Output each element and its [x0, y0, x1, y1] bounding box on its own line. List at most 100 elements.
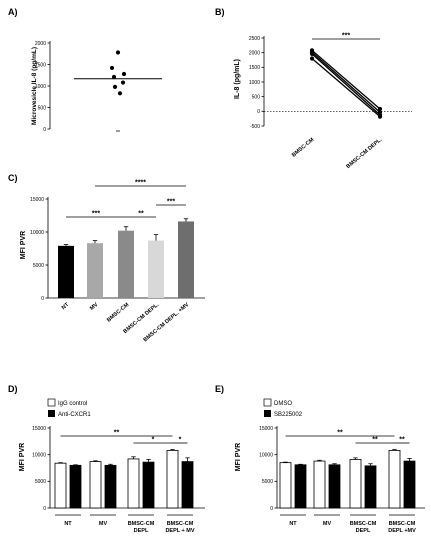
panel-d-y-tick-label: 5000 [35, 479, 46, 485]
panel-d-sig-label: ** [114, 430, 120, 437]
panel-e-group-label: NT [289, 521, 297, 527]
panel-b-series-line [311, 51, 381, 113]
panel-e-group-label: DEPL +MV [388, 528, 416, 534]
panel-d-bar [127, 458, 140, 509]
panel-e-bar [313, 460, 326, 509]
panel-c-bar [178, 221, 194, 298]
panel-b-sig-label: *** [342, 33, 350, 40]
panel-c-bar [148, 240, 164, 298]
panel-c-y-tick-label: 15000 [30, 197, 44, 203]
panel-a-data-point [115, 50, 121, 55]
panel-b-series-line [311, 49, 381, 110]
legend-swatch-dmso [263, 398, 272, 407]
panel-e-bar [349, 459, 362, 509]
panel-a-y-tick-label: 0 [43, 127, 46, 133]
panel-b-data-point [309, 51, 315, 56]
panel-c-ylabel: MFI PVR [20, 231, 27, 259]
panel-b-y-tick-label: 500 [252, 94, 261, 100]
panel-c-bar [87, 243, 103, 298]
panel-b-plot: -500 0 500 1000 1500 2000 2500 *** BMSC-CM BMSC-C… [249, 33, 412, 170]
panel-c-sig-label: *** [92, 211, 100, 218]
panel-d-group-label: MV [99, 521, 108, 527]
panel-b-series-line [311, 53, 381, 116]
panel-e-bar [364, 465, 377, 509]
panel-e-y-tick-label: 0 [270, 506, 273, 512]
panel-a-ylabel: Microvesicle IL-8 (pg/mL) [31, 47, 38, 125]
panel-d-bar [104, 464, 117, 509]
panel-b-data-point [309, 56, 315, 61]
panel-c-sig-label: *** [167, 199, 175, 206]
panel-e-bar [403, 460, 416, 509]
panel-e-group-label: DEPL [356, 528, 371, 534]
legend-label-sb225002: SB225002 [274, 412, 303, 418]
panel-c-label: C) [8, 173, 18, 183]
panel-a-data-point [117, 91, 123, 96]
panel-b-data-point [377, 106, 383, 112]
panel-e-group-label: MV [323, 521, 332, 527]
legend-swatch-igg [47, 398, 56, 407]
panel-c-bar [58, 245, 74, 298]
panel-a-data-point [111, 74, 117, 80]
panel-c-sig-label: ** [138, 211, 144, 218]
panel-e-y-tick-label: 10000 [259, 452, 273, 458]
panel-d-group-label: DEPL + MV [165, 528, 194, 534]
panel-b-ylabel: IL-8 (pg/mL) [234, 59, 241, 99]
panel-d-y-tick-label: 0 [43, 506, 46, 512]
panel-b-y-tick-label: -500 [250, 124, 260, 130]
panel-e-sig-label: ** [337, 430, 343, 437]
panel-b-y-tick-label: 2500 [249, 36, 260, 42]
panel-d-y-tick-label: 10000 [32, 452, 46, 458]
panel-b-x-label: BMSC-CM DEPL. [345, 137, 383, 170]
panel-d-bar [181, 461, 194, 509]
panel-e-label: E) [215, 384, 224, 394]
panel-e-bar [328, 464, 341, 509]
panel-e-bar [279, 462, 292, 509]
panel-d-group-label: DEPL [134, 528, 149, 534]
panel-d-y-tick-label: 15000 [32, 426, 46, 432]
panel-e-y-tick-label: 5000 [262, 479, 273, 485]
panel-a-data-point [109, 65, 115, 71]
panel-d-sig-label: * [152, 437, 155, 444]
panel-d-bar [89, 461, 102, 509]
panel-a-y-tick-label: 500 [38, 105, 47, 111]
panel-c-sig-label: **** [135, 180, 146, 187]
panel-a-data-point [120, 80, 126, 85]
panel-e-y-tick-label: 15000 [259, 426, 273, 432]
panel-a-label: A) [8, 7, 18, 17]
panel-e-ylabel: MFI PVR [235, 443, 242, 471]
panel-c-y-tick-label: 0 [41, 296, 44, 302]
panel-d-group-label: NT [64, 521, 72, 527]
panel-b-series-line [311, 58, 381, 118]
panel-d-sig-label: * [179, 437, 182, 444]
panel-c-x-label: NT [61, 302, 71, 312]
panel-e-bar [294, 464, 307, 509]
legend-swatch-anti-cxcr1 [48, 410, 55, 417]
panel-e-group-label: BMSC-CM [389, 521, 416, 527]
panel-d-group-label: BMSC-CM [167, 521, 194, 527]
legend-label-dmso: DMSO [274, 401, 292, 407]
panel-a-data-point [112, 84, 118, 89]
panel-b-y-tick-label: 1500 [249, 65, 260, 71]
panel-a-data-point [121, 71, 127, 77]
panel-d-label: D) [8, 384, 18, 394]
panel-c-bar [118, 230, 134, 298]
panel-e-group-label: BMSC-CM [350, 521, 377, 527]
legend-swatch-sb225002 [264, 410, 271, 417]
panel-d-bar [166, 449, 179, 509]
panel-d-bar [54, 462, 67, 509]
panel-b-y-tick-label: 0 [257, 109, 260, 115]
panel-c-x-label: MV [89, 302, 99, 312]
panel-a-y-tick-label: 1000 [35, 84, 46, 90]
panel-d-ylabel: MFI PVR [19, 443, 26, 471]
panel-d-bar [142, 461, 155, 509]
panel-b-x-label: BMSC-CM [291, 137, 316, 159]
legend-label-igg: IgG control [58, 401, 87, 407]
panel-b-y-tick-label: 2000 [249, 50, 260, 56]
panel-a-y-tick-label: 2000 [35, 41, 46, 47]
panel-a-y-tick-label: 1500 [35, 62, 46, 68]
panel-b-data-point [377, 114, 383, 119]
legend-label-anti-cxcr1: Anti-CXCR1 [58, 412, 91, 418]
